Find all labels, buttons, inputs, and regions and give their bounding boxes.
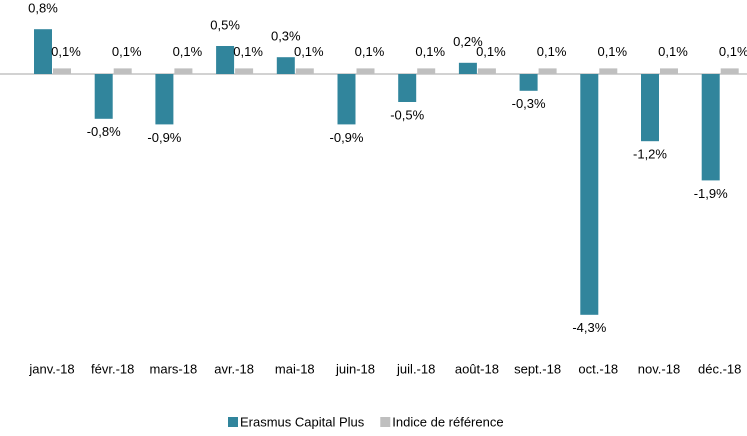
x-tick-label: juin-18 <box>335 361 375 376</box>
x-tick-label: juil.-18 <box>396 361 435 376</box>
data-label: 0,8% <box>28 1 58 16</box>
data-label: 0,1% <box>112 44 142 59</box>
bar <box>155 74 174 125</box>
data-label: 0,2% <box>453 34 483 49</box>
bar <box>398 74 417 102</box>
data-label: 0,3% <box>271 29 301 44</box>
bar <box>174 68 193 74</box>
x-tick-label: févr.-18 <box>91 361 134 376</box>
bar <box>641 74 659 142</box>
legend-swatch <box>380 417 391 427</box>
data-label: 0,1% <box>294 44 324 59</box>
legend-label: Indice de référence <box>392 414 503 429</box>
data-label: -0,9% <box>330 130 364 145</box>
data-label: -0,5% <box>390 107 424 122</box>
data-label: 0,1% <box>415 44 445 59</box>
bar <box>235 68 254 74</box>
data-label: 0,1% <box>233 44 263 59</box>
bar <box>580 74 599 315</box>
bar <box>701 74 720 181</box>
data-label: 0,1% <box>537 44 567 59</box>
data-label: -0,8% <box>87 124 121 139</box>
bar <box>276 57 295 74</box>
bar <box>417 68 436 74</box>
bar <box>113 68 132 74</box>
bar <box>720 68 739 74</box>
data-label: -1,9% <box>694 186 728 201</box>
bar <box>356 68 375 74</box>
data-label: 0,1% <box>476 44 506 59</box>
data-label: 0,1% <box>658 44 688 59</box>
x-tick-label: mai-18 <box>275 361 315 376</box>
x-tick-label: janv.-18 <box>28 361 74 376</box>
bar <box>53 68 71 74</box>
bar <box>519 74 538 91</box>
x-tick-label: mars-18 <box>150 361 198 376</box>
x-tick-label: sept.-18 <box>514 361 561 376</box>
data-label: 0,1% <box>719 44 747 59</box>
data-label: -1,2% <box>633 147 667 162</box>
data-label: 0,1% <box>597 44 627 59</box>
bar <box>538 68 557 74</box>
data-label: -0,9% <box>147 130 181 145</box>
data-label: -0,3% <box>512 96 546 111</box>
legend-label: Erasmus Capital Plus <box>240 414 365 429</box>
bar <box>599 68 618 74</box>
data-label: 0,5% <box>210 17 240 32</box>
x-tick-label: nov.-18 <box>638 361 680 376</box>
data-label: 0,1% <box>51 44 81 59</box>
bar <box>295 68 314 74</box>
bar <box>94 74 113 119</box>
bar <box>337 74 356 125</box>
bar <box>660 68 678 74</box>
x-tick-label: avr.-18 <box>214 361 254 376</box>
x-tick-label: août-18 <box>455 361 499 376</box>
data-label: 0,1% <box>173 44 203 59</box>
bar <box>34 29 52 74</box>
bar <box>477 68 496 74</box>
legend-swatch <box>228 417 238 427</box>
bar <box>458 62 477 74</box>
x-tick-label: oct.-18 <box>578 361 618 376</box>
data-label: -4,3% <box>572 320 606 335</box>
x-tick-label: déc.-18 <box>698 361 741 376</box>
data-label: 0,1% <box>355 44 385 59</box>
bar <box>216 46 235 74</box>
